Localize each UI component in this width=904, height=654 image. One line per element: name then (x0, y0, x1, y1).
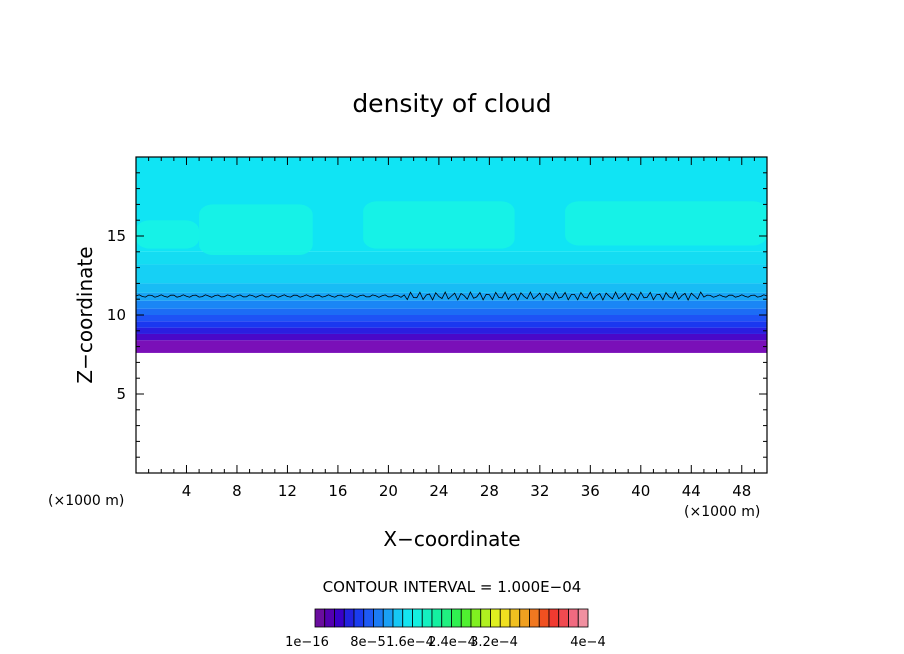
colorbar-swatch (577, 608, 589, 628)
x-tick-label: 16 (328, 482, 347, 500)
y-tick-label: 15 (107, 227, 126, 245)
colorbar-swatch (558, 608, 569, 628)
colorbar-swatch (529, 608, 540, 628)
colorbar-tick-label: 3.2e−4 (470, 635, 518, 650)
colorbar-tick-label: 8e−5 (350, 635, 385, 650)
y-axis-label: Z−coordinate (73, 246, 97, 383)
field-band-1 (136, 333, 767, 341)
colorbar-swatch (373, 608, 384, 628)
colorbar-tick-label: 1e−16 (285, 635, 329, 650)
colorbar-swatch (451, 608, 462, 628)
contour-interval: CONTOUR INTERVAL = 1.000E−04 (323, 578, 582, 596)
colorbar-swatch (392, 608, 404, 628)
field-band-7 (136, 292, 767, 301)
x-axis-label: X−coordinate (383, 527, 520, 551)
field-band-9 (136, 264, 767, 284)
colorbar-swatch (441, 608, 452, 628)
y-tick-label: 10 (107, 306, 126, 324)
plot-area (135, 157, 768, 353)
bright-patch-0 (136, 220, 200, 249)
colorbar-swatch (334, 608, 345, 628)
field-band-4 (136, 315, 767, 322)
x-unit-right: (×1000 m) (684, 504, 760, 520)
bright-patch-3 (565, 201, 767, 246)
x-tick-label: 36 (581, 482, 600, 500)
x-tick-label: 12 (278, 482, 297, 500)
colorbar-swatch (382, 608, 394, 628)
colorbar-swatch (548, 608, 560, 628)
colorbar-tick-label: 2.4e−4 (428, 635, 476, 650)
x-tick-label: 48 (732, 482, 751, 500)
colorbar-swatch (538, 608, 550, 628)
bright-patch-2 (363, 201, 515, 249)
colorbar-swatch (343, 608, 355, 628)
colorbar-swatch (470, 608, 482, 628)
colorbar-swatch (363, 608, 374, 628)
x-tick-label: 20 (379, 482, 398, 500)
bright-patch-1 (199, 204, 313, 255)
colorbar-swatch (568, 608, 579, 628)
x-tick-label: 8 (232, 482, 242, 500)
x-axis: 4 8 12 16 20 24 28 32 36 40 44 48 (148, 157, 755, 500)
field-band-2 (136, 327, 767, 334)
colorbar-swatch (499, 608, 511, 628)
colorbar-swatch (519, 608, 530, 628)
field-band-3 (136, 321, 767, 328)
colorbar (314, 608, 589, 628)
colorbar-swatch (314, 608, 326, 628)
x-tick-label: 4 (182, 482, 192, 500)
contour-line (135, 291, 768, 301)
field-band-5 (136, 308, 767, 315)
colorbar-swatch (353, 608, 365, 628)
colorbar-labels: 1e−16 8e−5 1.6e−42.4e−43.2e−4 4e−4 (285, 635, 606, 650)
colorbar-swatch (480, 608, 491, 628)
field-band-8 (136, 283, 767, 293)
field-band-6 (136, 300, 767, 309)
colorbar-swatch (460, 608, 472, 628)
colorbar-swatch (509, 608, 521, 628)
x-tick-label: 24 (429, 482, 448, 500)
y-axis: 5 10 15 (107, 172, 767, 458)
x-unit-left: (×1000 m) (48, 493, 124, 509)
colorbar-tick-label: 1.6e−4 (386, 635, 434, 650)
colorbar-swatch (402, 608, 413, 628)
colorbar-swatch (412, 608, 423, 628)
colorbar-swatch (431, 608, 443, 628)
colorbar-swatch (324, 608, 335, 628)
x-tick-label: 32 (530, 482, 549, 500)
x-tick-label: 28 (480, 482, 499, 500)
colorbar-swatch (421, 608, 433, 628)
field-band-10 (136, 251, 767, 265)
colorbar-tick-label: 4e−4 (570, 635, 605, 650)
chart-title: density of cloud (352, 89, 551, 118)
field-band-0 (136, 340, 767, 353)
y-tick-label: 5 (116, 385, 126, 403)
x-tick-label: 44 (682, 482, 701, 500)
colorbar-swatch (490, 608, 501, 628)
x-tick-label: 40 (631, 482, 650, 500)
